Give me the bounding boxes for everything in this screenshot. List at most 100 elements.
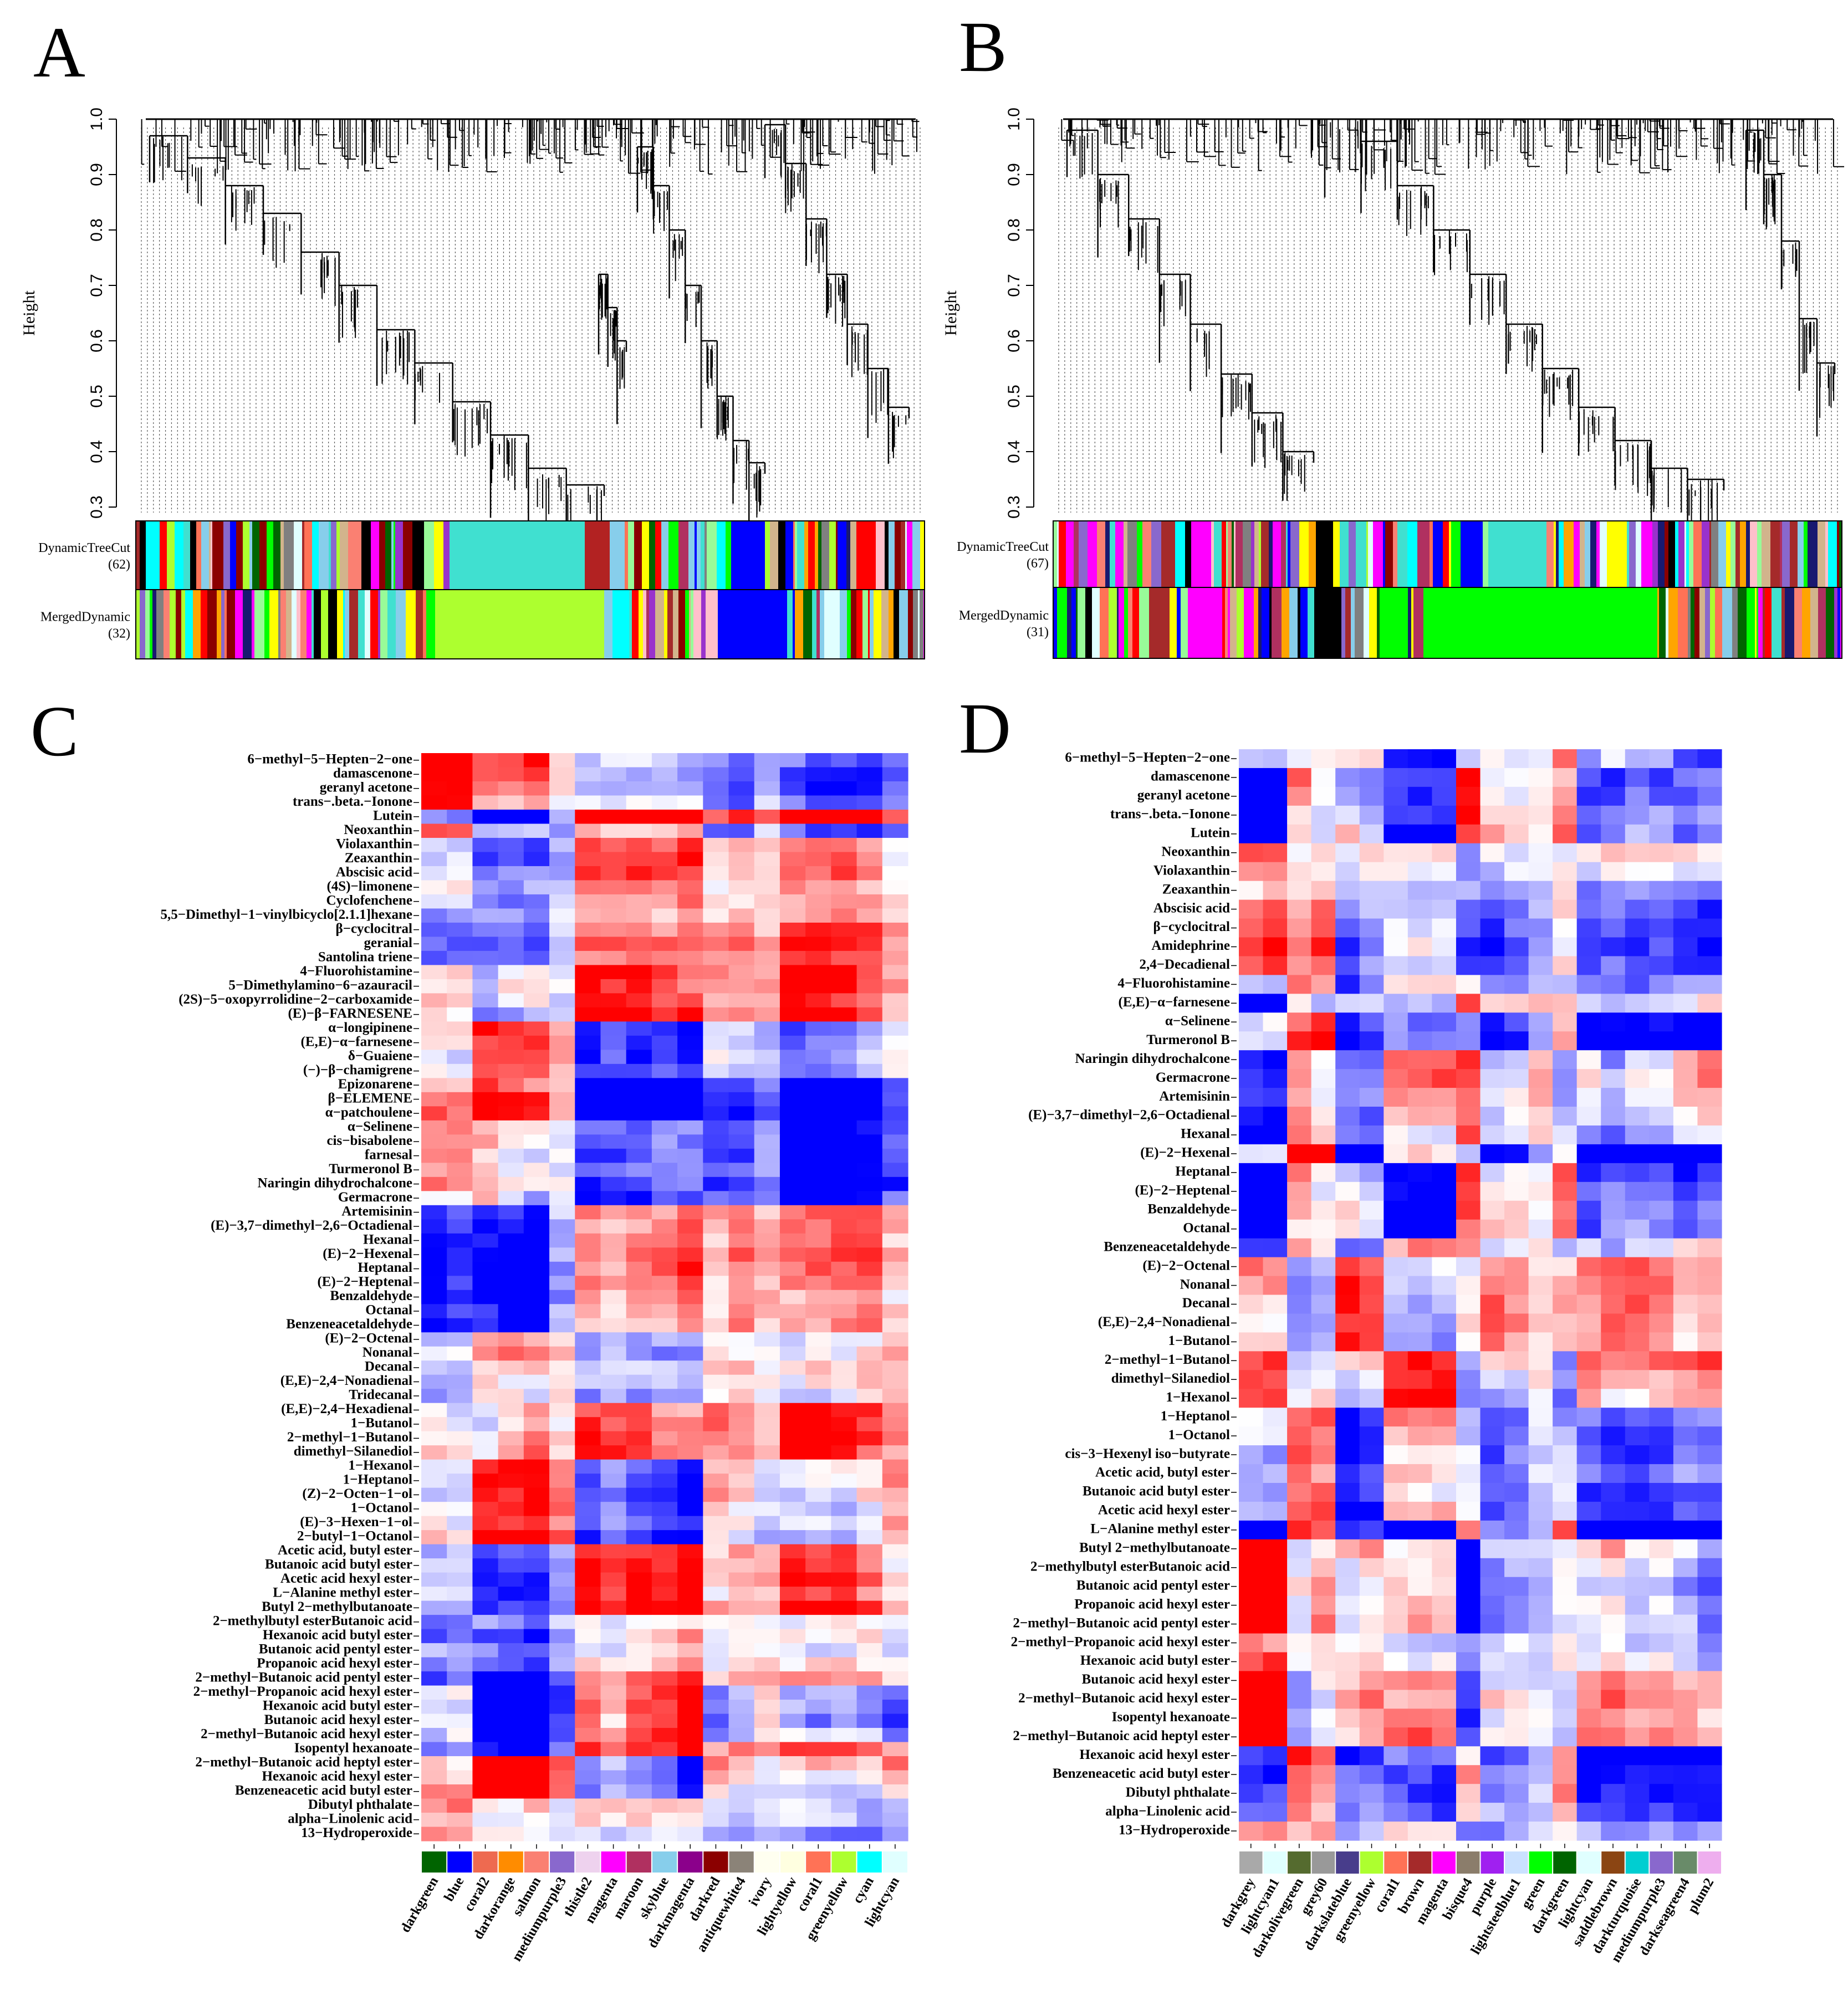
color-bar-segment <box>371 521 379 589</box>
color-bar-segment <box>1710 588 1715 658</box>
heatmap-cell <box>472 1643 499 1658</box>
heatmap-cell <box>1359 1558 1384 1578</box>
heatmap-cell <box>754 1078 780 1093</box>
heatmap-cell <box>421 1600 447 1615</box>
heatmap-cell <box>1311 824 1336 844</box>
heatmap-cell <box>856 1502 883 1517</box>
heatmap-cell <box>575 1148 601 1163</box>
y-tick-label: 0.8 <box>88 218 106 242</box>
heatmap-cell <box>677 1784 703 1799</box>
heatmap-cell <box>1673 1727 1698 1747</box>
color-bar-segment <box>706 590 711 658</box>
heatmap-cell <box>728 1700 755 1715</box>
heatmap-cell <box>779 922 806 938</box>
heatmap-cell <box>600 1417 627 1432</box>
color-bar-segment <box>1802 588 1810 658</box>
heatmap-cell <box>754 1176 780 1191</box>
color-bar-segment <box>1124 588 1128 658</box>
heatmap-cell <box>703 1163 729 1178</box>
heatmap-cell <box>1528 1332 1553 1352</box>
heatmap-cell <box>677 1148 703 1163</box>
heatmap-cell <box>651 1219 678 1234</box>
heatmap-cell <box>421 1813 447 1828</box>
heatmap-cell <box>626 1572 652 1587</box>
row-label: Heptanal <box>1175 1164 1230 1179</box>
heatmap-cell <box>575 837 601 853</box>
heatmap-cell <box>575 866 601 881</box>
heatmap-cell <box>805 1360 831 1375</box>
heatmap-cell <box>1673 1219 1698 1239</box>
color-bar-segment <box>701 521 705 589</box>
heatmap-cell <box>882 1600 908 1615</box>
row-label: 1−Octanol <box>351 1501 413 1516</box>
heatmap-cell <box>779 1078 806 1093</box>
heatmap-cell <box>626 1134 652 1149</box>
heatmap-cell <box>1432 899 1457 919</box>
heatmap-cell <box>754 1021 780 1036</box>
heatmap-cell <box>1601 918 1626 938</box>
heatmap-cell <box>805 1134 831 1149</box>
color-bar-segment <box>765 521 770 589</box>
heatmap-cell <box>626 1587 652 1602</box>
y-tick-label: 0.9 <box>1005 163 1023 186</box>
heatmap-cell <box>600 1290 627 1305</box>
heatmap-cell <box>754 1544 780 1559</box>
heatmap-cell <box>754 1191 780 1206</box>
heatmap-cell <box>831 1092 857 1107</box>
color-bar-segment <box>1222 521 1226 587</box>
heatmap-cell <box>1625 1125 1650 1145</box>
heatmap-cell <box>600 1205 627 1220</box>
heatmap-cell <box>651 1035 678 1050</box>
heatmap-cell <box>1480 1088 1505 1107</box>
heatmap-cell <box>1649 1539 1674 1559</box>
heatmap-cell <box>1407 1050 1432 1070</box>
row-label: 1−Butanol <box>1168 1333 1231 1348</box>
heatmap-cell <box>600 1374 627 1389</box>
heatmap-cell <box>498 1770 524 1785</box>
heatmap-cell <box>1528 1370 1553 1389</box>
heatmap-cell <box>805 908 831 923</box>
heatmap-cell <box>1673 1144 1698 1164</box>
heatmap-cell <box>1697 1803 1722 1822</box>
heatmap-cell <box>1311 994 1336 1013</box>
heatmap-cell <box>523 1247 550 1262</box>
heatmap-cell <box>703 852 729 867</box>
heatmap-cell <box>754 965 780 980</box>
row-label: Abscisic acid <box>1153 901 1230 915</box>
heatmap-cell <box>1553 1614 1578 1634</box>
heatmap-cell <box>1384 1671 1408 1691</box>
heatmap-cell <box>447 1050 473 1065</box>
heatmap-cell <box>1553 1144 1578 1164</box>
heatmap-cell <box>1407 918 1432 938</box>
heatmap-cell <box>856 908 883 923</box>
heatmap-cell <box>1673 1276 1698 1296</box>
heatmap-cell <box>1697 1539 1722 1559</box>
heatmap-cell <box>1239 1784 1264 1803</box>
heatmap-cell <box>1625 1577 1650 1597</box>
heatmap-cell <box>421 1389 447 1404</box>
heatmap-cell <box>421 767 447 782</box>
y-tick-label: 0.6 <box>1005 329 1023 352</box>
heatmap-cell <box>1359 805 1384 825</box>
color-bar-segment <box>1132 588 1139 658</box>
row-label: Hexanal <box>363 1232 412 1247</box>
heatmap-cell <box>1359 1069 1384 1088</box>
heatmap-cell <box>523 1742 550 1757</box>
heatmap-cell <box>1697 1107 1722 1126</box>
heatmap-cell <box>1311 881 1336 901</box>
heatmap-cell <box>1601 956 1626 975</box>
heatmap-cell <box>1311 975 1336 994</box>
heatmap-cell <box>1335 843 1360 863</box>
heatmap-cell <box>1697 1125 1722 1145</box>
heatmap-cell <box>882 1685 908 1700</box>
heatmap-cell <box>1601 1219 1626 1239</box>
color-bar-segment <box>1119 588 1124 658</box>
heatmap-cell <box>1432 786 1457 806</box>
heatmap-cell <box>1432 1595 1457 1615</box>
row-label: Heptanal <box>358 1260 412 1275</box>
heatmap-cell <box>1673 1370 1698 1389</box>
heatmap-cell <box>831 937 857 951</box>
heatmap-cell <box>856 1615 883 1630</box>
heatmap-cell <box>1287 1031 1312 1051</box>
heatmap-cell <box>1407 1295 1432 1314</box>
